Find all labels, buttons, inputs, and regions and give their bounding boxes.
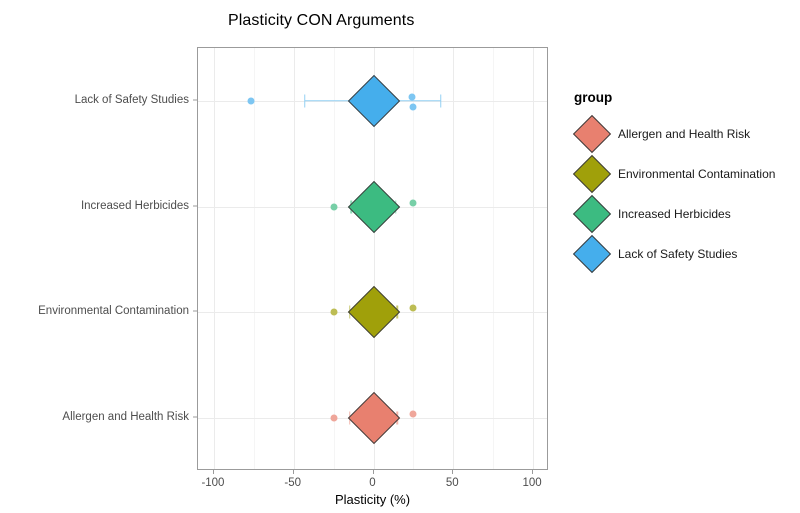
gridline-major-vertical xyxy=(373,48,375,469)
gridline-major-vertical xyxy=(293,48,295,469)
gridline-minor-vertical xyxy=(333,48,335,469)
data-point xyxy=(330,414,338,422)
error-bar-cap xyxy=(304,94,306,108)
data-point xyxy=(409,304,417,312)
error-bar-cap xyxy=(439,94,442,108)
x-axis-tick-mark xyxy=(532,470,534,474)
gridline-major-vertical xyxy=(453,48,455,469)
legend-item-label: Lack of Safety Studies xyxy=(618,247,738,261)
gridline-minor-vertical xyxy=(253,48,255,469)
legend-item[interactable]: Environmental Contamination xyxy=(572,154,792,194)
x-axis-title: Plasticity (%) xyxy=(334,492,411,507)
legend-key xyxy=(572,194,612,234)
y-axis-tick-label: Lack of Safety Studies xyxy=(74,93,189,106)
gridline-major-vertical xyxy=(213,48,215,469)
gridline-minor-vertical xyxy=(493,48,495,469)
mean-diamond-marker xyxy=(347,391,400,445)
data-point xyxy=(330,308,338,316)
x-axis-tick-label: 100 xyxy=(522,477,542,489)
legend-diamond-icon xyxy=(572,114,612,154)
y-axis-tick-label: Environmental Contamination xyxy=(38,305,189,318)
legend-item-list: Allergen and Health Risk Environmental Co… xyxy=(572,114,792,274)
data-point xyxy=(408,93,416,101)
data-point xyxy=(409,103,417,111)
y-axis-tick-label: Allergen and Health Risk xyxy=(62,411,189,424)
data-point xyxy=(247,97,255,105)
legend-item[interactable]: Lack of Safety Studies xyxy=(572,234,792,274)
x-axis-tick-mark xyxy=(292,470,294,474)
x-axis-tick-mark xyxy=(452,470,454,474)
legend-item-label: Increased Herbicides xyxy=(618,207,731,221)
x-axis-tick-mark xyxy=(372,470,374,474)
x-axis-tick-label: -100 xyxy=(201,477,225,489)
mean-diamond-marker xyxy=(347,180,400,233)
legend-item-label: Environmental Contamination xyxy=(618,167,776,181)
y-axis-tick-mark xyxy=(193,205,197,207)
gridline-major-vertical xyxy=(533,48,535,469)
plot-panel xyxy=(197,47,548,470)
data-point xyxy=(409,199,417,207)
mean-diamond-marker xyxy=(347,74,400,128)
data-point xyxy=(409,410,417,418)
gridline-minor-vertical xyxy=(413,48,415,469)
legend-item-label: Allergen and Health Risk xyxy=(618,127,751,141)
legend-item[interactable]: Increased Herbicides xyxy=(572,194,792,234)
y-axis-tick-mark xyxy=(193,310,197,312)
legend-diamond-icon xyxy=(572,234,612,274)
y-axis-tick-mark xyxy=(193,416,197,418)
data-point xyxy=(330,203,338,211)
legend-key xyxy=(572,114,612,154)
mean-diamond-marker xyxy=(347,286,400,339)
x-axis-tick-label: 50 xyxy=(445,477,459,489)
legend-item[interactable]: Allergen and Health Risk xyxy=(572,114,792,154)
legend-title: group xyxy=(574,90,613,105)
y-axis-tick-label: Increased Herbicides xyxy=(80,199,189,212)
legend-diamond-icon xyxy=(572,154,612,194)
plot-area xyxy=(198,48,547,469)
chart-title: Plasticity CON Arguments xyxy=(228,12,415,29)
legend-key xyxy=(572,154,612,194)
x-axis-tick-label: -50 xyxy=(284,477,302,489)
x-axis-tick-label: 0 xyxy=(369,477,376,489)
legend-diamond-icon xyxy=(572,194,612,234)
legend: group Allergen and Health Risk Environmen… xyxy=(572,90,792,274)
y-axis-tick-mark xyxy=(193,99,197,101)
x-axis-tick-mark xyxy=(212,470,214,474)
legend-key xyxy=(572,234,612,274)
